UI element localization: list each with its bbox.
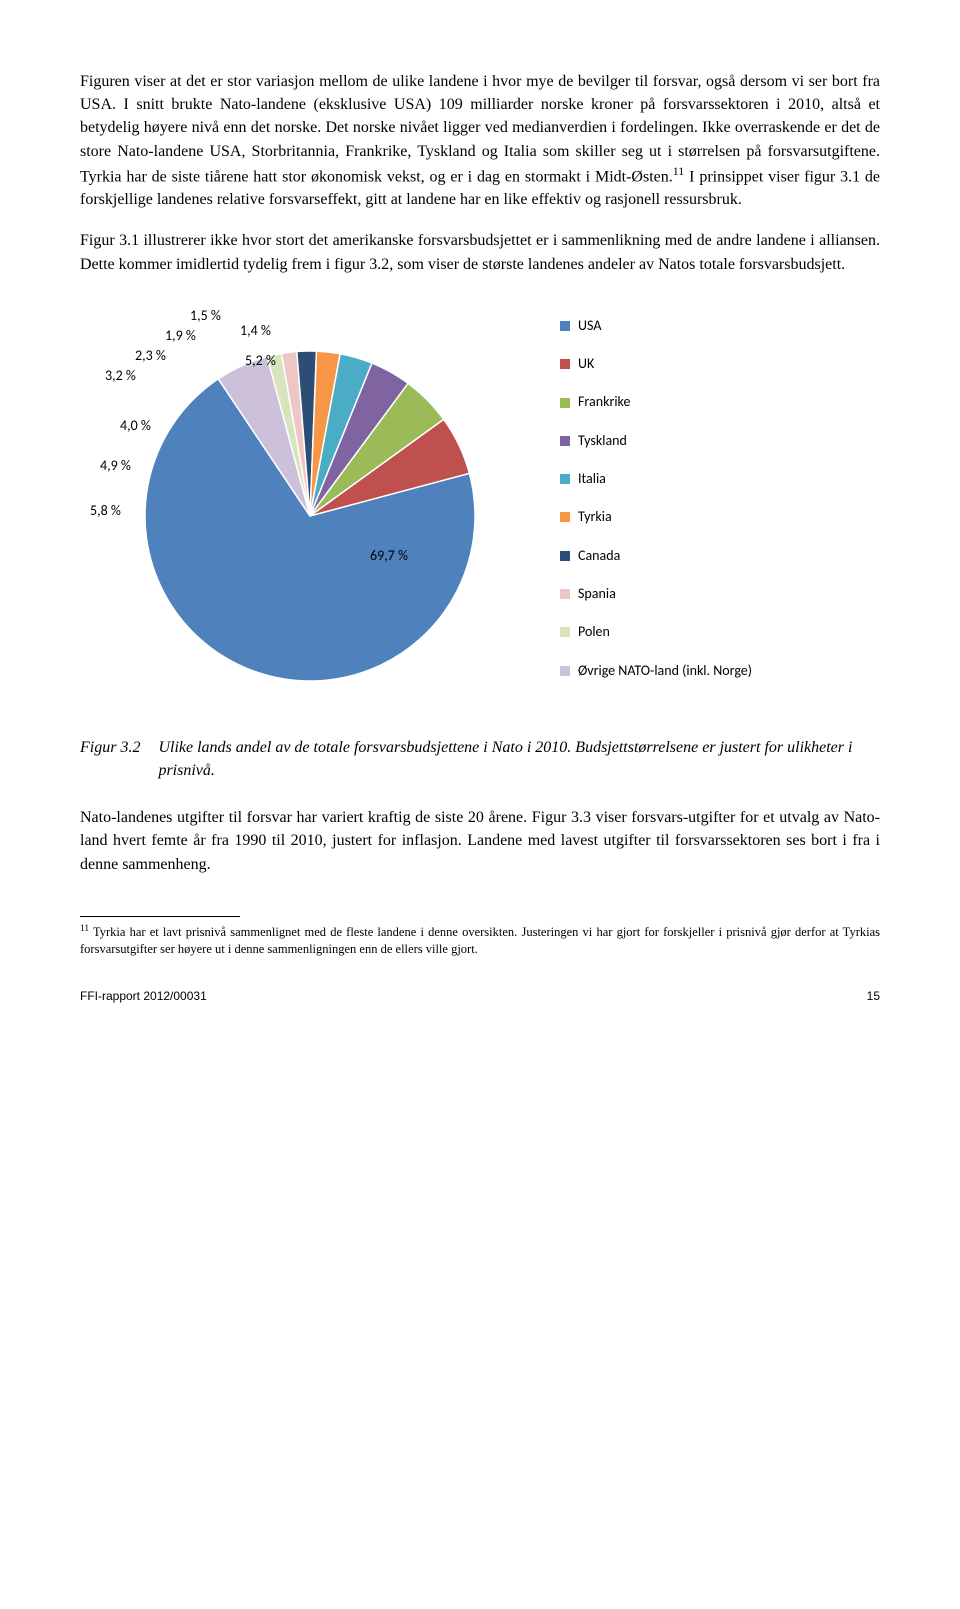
legend-item: Tyrkia <box>560 507 752 527</box>
pie-label: 5,8 % <box>90 501 121 521</box>
legend-swatch <box>560 666 570 676</box>
legend-swatch <box>560 321 570 331</box>
legend-swatch <box>560 474 570 484</box>
legend-label: Italia <box>578 469 606 489</box>
footnote-ref-11: 11 <box>673 164 685 178</box>
footnote-11: 11 Tyrkia har et lavt prisnivå sammenlig… <box>80 923 880 958</box>
legend-swatch <box>560 398 570 408</box>
legend-item: Frankrike <box>560 392 752 412</box>
pie-label: 1,4 % <box>240 321 271 341</box>
pie-label: 5,2 % <box>245 351 276 371</box>
pie-label: 4,0 % <box>120 416 151 436</box>
legend-item: USA <box>560 316 752 336</box>
pie-legend: USA UK Frankrike Tyskland Italia Tyrkia Canada… <box>560 316 752 681</box>
figure-caption: Figur 3.2 Ulike lands andel av de totale… <box>80 736 880 782</box>
paragraph-3: Nato-landenes utgifter til forsvar har v… <box>80 806 880 876</box>
page-footer: FFI-rapport 2012/00031 15 <box>80 988 880 1005</box>
legend-label: Øvrige NATO-land (inkl. Norge) <box>578 661 752 681</box>
legend-label: Canada <box>578 546 620 566</box>
legend-item: UK <box>560 354 752 374</box>
legend-item: Tyskland <box>560 431 752 451</box>
legend-label: Tyrkia <box>578 507 612 527</box>
pie-label: 4,9 % <box>100 456 131 476</box>
pie-chart: 1,5 %1,9 % 1,4 % 2,3 % 5,2 % 3,2 % 4,0 % 4,9 %… <box>80 306 500 706</box>
footnote-number: 11 <box>80 924 89 934</box>
legend-swatch <box>560 589 570 599</box>
paragraph-2: Figur 3.1 illustrerer ikke hvor stort de… <box>80 229 880 275</box>
legend-item: Spania <box>560 584 752 604</box>
figure-caption-text: Ulike lands andel av de totale forsvarsb… <box>158 736 880 782</box>
legend-swatch <box>560 436 570 446</box>
legend-swatch <box>560 359 570 369</box>
footer-report-id: FFI-rapport 2012/00031 <box>80 988 207 1005</box>
legend-swatch <box>560 551 570 561</box>
legend-item: Øvrige NATO-land (inkl. Norge) <box>560 661 752 681</box>
pie-label: 1,5 % <box>190 306 221 326</box>
legend-item: Italia <box>560 469 752 489</box>
legend-item: Canada <box>560 546 752 566</box>
footnote-text: Tyrkia har et lavt prisnivå sammenlignet… <box>80 925 880 956</box>
legend-label: USA <box>578 316 601 336</box>
legend-label: Tyskland <box>578 431 627 451</box>
pie-label: 69,7 % <box>370 546 408 566</box>
pie-label: 3,2 % <box>105 366 136 386</box>
paragraph-1: Figuren viser at det er stor variasjon m… <box>80 70 880 211</box>
pie-label: 1,9 % <box>165 326 196 346</box>
legend-swatch <box>560 627 570 637</box>
figure-caption-label: Figur 3.2 <box>80 736 140 782</box>
legend-swatch <box>560 512 570 522</box>
pie-chart-figure: 1,5 %1,9 % 1,4 % 2,3 % 5,2 % 3,2 % 4,0 % 4,9 %… <box>80 306 880 706</box>
legend-item: Polen <box>560 622 752 642</box>
legend-label: Polen <box>578 622 610 642</box>
footnote-rule <box>80 916 240 917</box>
legend-label: Frankrike <box>578 392 630 412</box>
legend-label: UK <box>578 354 594 374</box>
pie-label: 2,3 % <box>135 346 166 366</box>
footer-page-number: 15 <box>867 988 880 1005</box>
legend-label: Spania <box>578 584 616 604</box>
